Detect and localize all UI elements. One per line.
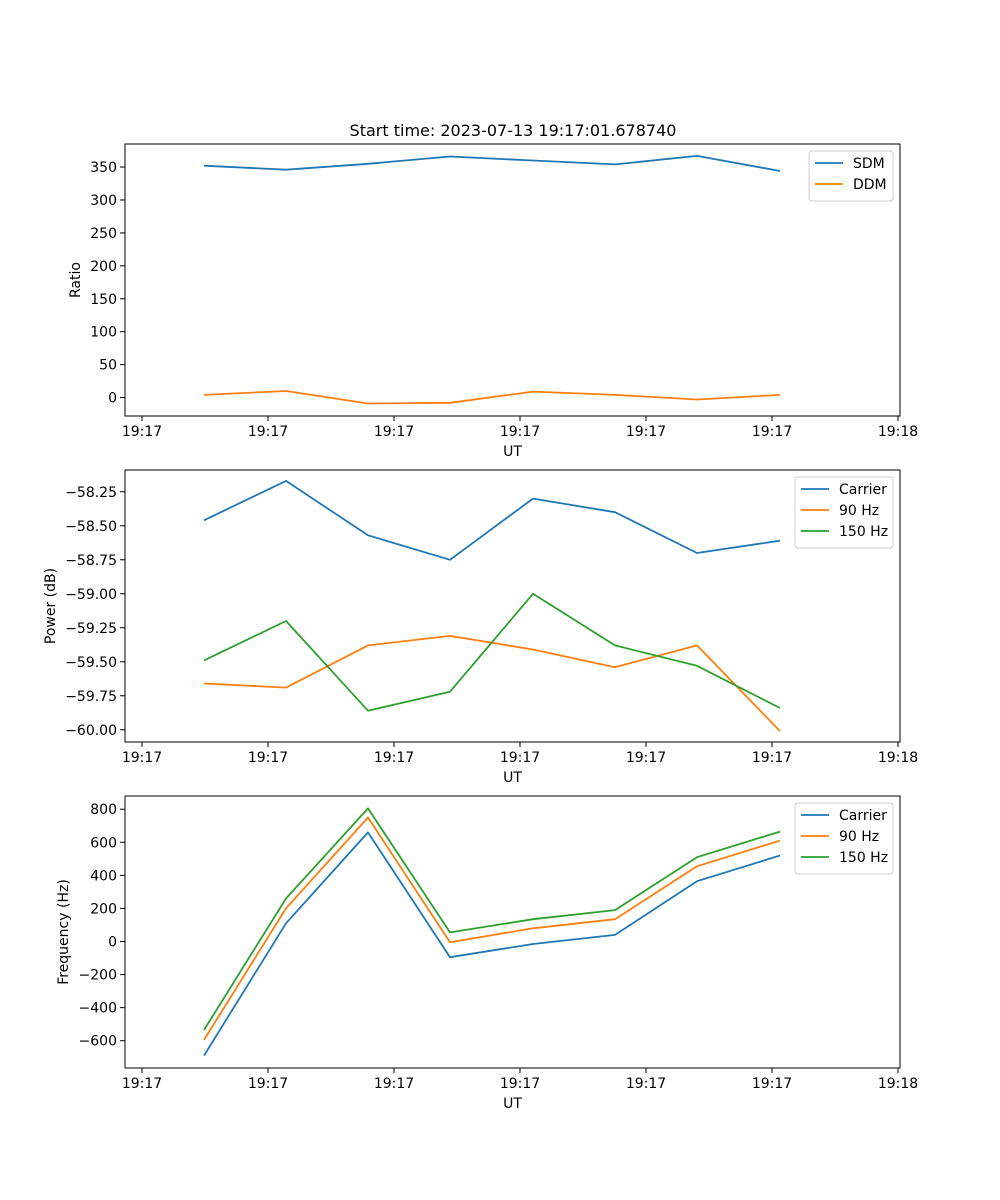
chart-panel-3: 19:17 19:17 19:17 19:17 19:17 19:17 19:18 UT −60…: [56, 795, 918, 1112]
y-tick-label: −58.50: [65, 519, 117, 535]
legend: Carrier 90 Hz 150 Hz: [794, 476, 894, 549]
series-line-150-hz: [203, 592, 781, 712]
y-tick-label: −59.25: [65, 621, 117, 637]
y-tick-label: −60.00: [65, 723, 117, 739]
series-line-90-hz: [203, 816, 781, 1041]
x-tick-label: 19:17: [626, 1076, 666, 1092]
x-tick-label: 19:17: [374, 1076, 414, 1092]
y-tick-label: −59.75: [65, 689, 117, 705]
x-tick-label: 19:17: [752, 750, 792, 766]
legend-label: 150 Hz: [839, 524, 888, 540]
y-tick-label: −59.00: [65, 587, 117, 603]
x-tick-label: 19:17: [248, 750, 288, 766]
chart-panel-2: 19:17 19:17 19:17 19:17 19:17 19:17 19:18 UT −60…: [43, 469, 918, 786]
y-tick-label: 300: [90, 193, 117, 209]
y-tick-label: −58.25: [65, 485, 117, 501]
series-line-carrier: [203, 479, 781, 561]
legend-label: Carrier: [839, 482, 887, 498]
legend-label: 150 Hz: [839, 850, 888, 866]
x-tick-label: 19:17: [122, 424, 162, 440]
y-tick-label: −58.75: [65, 553, 117, 569]
y-tick-label: 0: [108, 391, 117, 407]
y-tick-label: 50: [99, 358, 117, 374]
y-tick-label: 800: [90, 802, 117, 818]
x-tick-label: 19:18: [878, 750, 918, 766]
plot-frame: [124, 143, 901, 417]
x-tick-label: 19:17: [374, 424, 414, 440]
x-axis-label: UT: [503, 444, 522, 460]
y-tick-label: 0: [108, 935, 117, 951]
y-tick-label: 100: [90, 325, 117, 341]
series-line-carrier: [203, 831, 781, 1057]
x-tick-label: 19:18: [878, 424, 918, 440]
x-tick-label: 19:17: [248, 1076, 288, 1092]
x-tick-label: 19:17: [374, 750, 414, 766]
x-tick-label: 19:17: [752, 424, 792, 440]
x-axis-label: UT: [503, 1096, 522, 1112]
legend-label: 90 Hz: [839, 503, 879, 519]
figure-title: Start time: 2023-07-13 19:17:01.678740: [350, 121, 677, 140]
plot-frame: [124, 469, 901, 743]
y-tick-label: 600: [90, 835, 117, 851]
x-tick-label: 19:17: [626, 750, 666, 766]
y-tick-label: −200: [79, 968, 117, 984]
x-tick-label: 19:17: [122, 1076, 162, 1092]
y-tick-label: 400: [90, 868, 117, 884]
legend-label: Carrier: [839, 808, 887, 824]
plot-frame: [124, 795, 901, 1069]
legend: Carrier 90 Hz 150 Hz: [794, 802, 894, 875]
x-axis-label: UT: [503, 770, 522, 786]
y-axis-label: Frequency (Hz): [56, 879, 72, 985]
series-line-150-hz: [203, 807, 781, 1031]
legend-label: SDM: [853, 156, 885, 172]
legend: SDM DDM: [808, 150, 894, 202]
y-tick-label: 200: [90, 901, 117, 917]
y-axis-label: Ratio: [68, 262, 84, 298]
y-tick-label: −59.50: [65, 655, 117, 671]
legend-label: 90 Hz: [839, 829, 879, 845]
y-tick-label: −600: [79, 1034, 117, 1050]
x-tick-label: 19:17: [626, 424, 666, 440]
chart-panel-1: 19:17 19:17 19:17 19:17 19:17 19:17 19:18 UT 0 50…: [68, 143, 918, 460]
x-tick-label: 19:17: [122, 750, 162, 766]
y-tick-label: 200: [90, 259, 117, 275]
y-tick-label: 350: [90, 160, 117, 176]
series-line-ddm: [203, 390, 781, 405]
x-tick-label: 19:17: [500, 1076, 540, 1092]
x-tick-label: 19:17: [248, 424, 288, 440]
y-axis-label: Power (dB): [43, 568, 59, 644]
y-tick-label: 150: [90, 292, 117, 308]
x-tick-label: 19:18: [878, 1076, 918, 1092]
y-tick-label: −400: [79, 1001, 117, 1017]
legend-label: DDM: [853, 177, 887, 193]
chart-panels: 19:17 19:17 19:17 19:17 19:17 19:17 19:18 UT 0 50…: [43, 143, 918, 1112]
series-line-sdm: [203, 154, 781, 172]
x-tick-label: 19:17: [752, 1076, 792, 1092]
x-tick-label: 19:17: [500, 750, 540, 766]
y-tick-label: 250: [90, 226, 117, 242]
x-tick-label: 19:17: [500, 424, 540, 440]
